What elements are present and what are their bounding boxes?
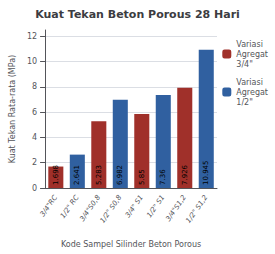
svg-text:3/4": 3/4" (236, 60, 253, 69)
svg-text:1.698: 1.698 (52, 165, 60, 185)
svg-text:8: 8 (32, 82, 37, 91)
svg-text:3/4"S1,2: 3/4"S1,2 (164, 193, 188, 223)
svg-text:Agregat: Agregat (236, 88, 268, 97)
svg-text:Agregat: Agregat (236, 50, 268, 59)
svg-text:Variasi: Variasi (236, 78, 263, 87)
svg-text:1/2" S1: 1/2" S1 (145, 194, 166, 220)
svg-text:1/2" RC: 1/2" RC (59, 194, 81, 220)
svg-text:3/4" S1: 3/4" S1 (124, 194, 145, 220)
svg-text:Kuat Tekan Beton Porous 28 Har: Kuat Tekan Beton Porous 28 Hari (35, 8, 240, 21)
svg-text:6: 6 (32, 108, 37, 117)
svg-text:0: 0 (32, 184, 37, 193)
svg-text:12: 12 (27, 32, 37, 41)
svg-text:7.926: 7.926 (181, 164, 189, 185)
svg-text:2: 2 (32, 158, 37, 167)
svg-text:10: 10 (27, 57, 37, 66)
svg-text:Kode Sampel Silinder Beton Por: Kode Sampel Silinder Beton Porous (61, 240, 201, 249)
svg-text:3/4"S0,8: 3/4"S0,8 (78, 193, 103, 223)
svg-text:6.982: 6.982 (116, 165, 124, 185)
svg-text:10.945: 10.945 (202, 161, 210, 186)
svg-text:5.85: 5.85 (138, 169, 146, 185)
svg-text:2.641: 2.641 (73, 165, 81, 185)
svg-text:4: 4 (32, 133, 37, 142)
svg-text:5.283: 5.283 (95, 165, 103, 185)
svg-text:Variasi: Variasi (236, 40, 263, 49)
svg-text:1/2" S0,8: 1/2" S0,8 (98, 193, 123, 224)
svg-text:1/2": 1/2" (236, 98, 253, 107)
svg-text:1/2" S1,2: 1/2" S1,2 (184, 193, 209, 224)
svg-text:3/4"RC: 3/4"RC (39, 194, 60, 219)
svg-text:7.36: 7.36 (159, 169, 167, 185)
svg-text:Kuat Tekan Rata-rata (MPa): Kuat Tekan Rata-rata (MPa) (8, 55, 17, 163)
